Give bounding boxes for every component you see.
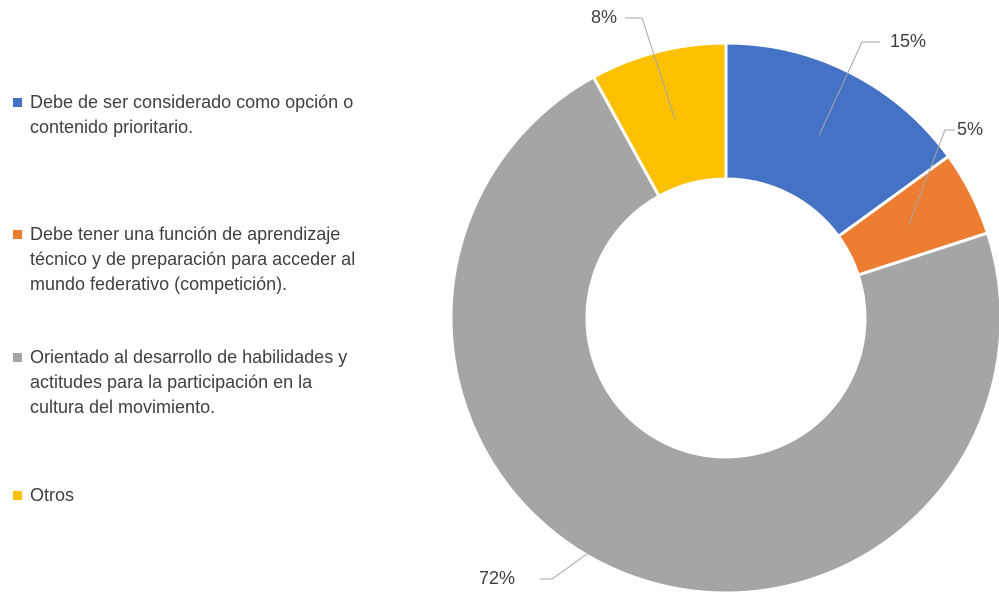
data-label: 5% [957, 119, 983, 139]
donut-segment [591, 41, 728, 199]
legend-label: Otros [30, 485, 75, 505]
legend-item: Otros [13, 483, 360, 508]
legend-label: Debe tener una función de aprendizaje té… [30, 224, 356, 294]
data-label: 72% [479, 568, 515, 588]
data-label: 15% [890, 31, 926, 51]
legend-label: Debe de ser considerado como opción o co… [30, 92, 354, 137]
legend-item: Orientado al desarrollo de habilidades y… [13, 345, 360, 420]
legend-item: Debe de ser considerado como opción o co… [13, 90, 360, 140]
legend-label: Orientado al desarrollo de habilidades y… [30, 347, 348, 417]
leader-line [818, 41, 880, 136]
legend-swatch [13, 230, 22, 239]
legend-swatch [13, 491, 22, 500]
legend-swatch [13, 353, 22, 362]
leader-line [625, 17, 676, 120]
leader-line [540, 508, 651, 580]
donut-segment [724, 41, 951, 239]
leader-line [908, 129, 955, 226]
legend-swatch [13, 98, 22, 107]
legend-item: Debe tener una función de aprendizaje té… [13, 222, 360, 297]
donut-segment [449, 74, 999, 592]
data-label: 8% [591, 7, 617, 27]
